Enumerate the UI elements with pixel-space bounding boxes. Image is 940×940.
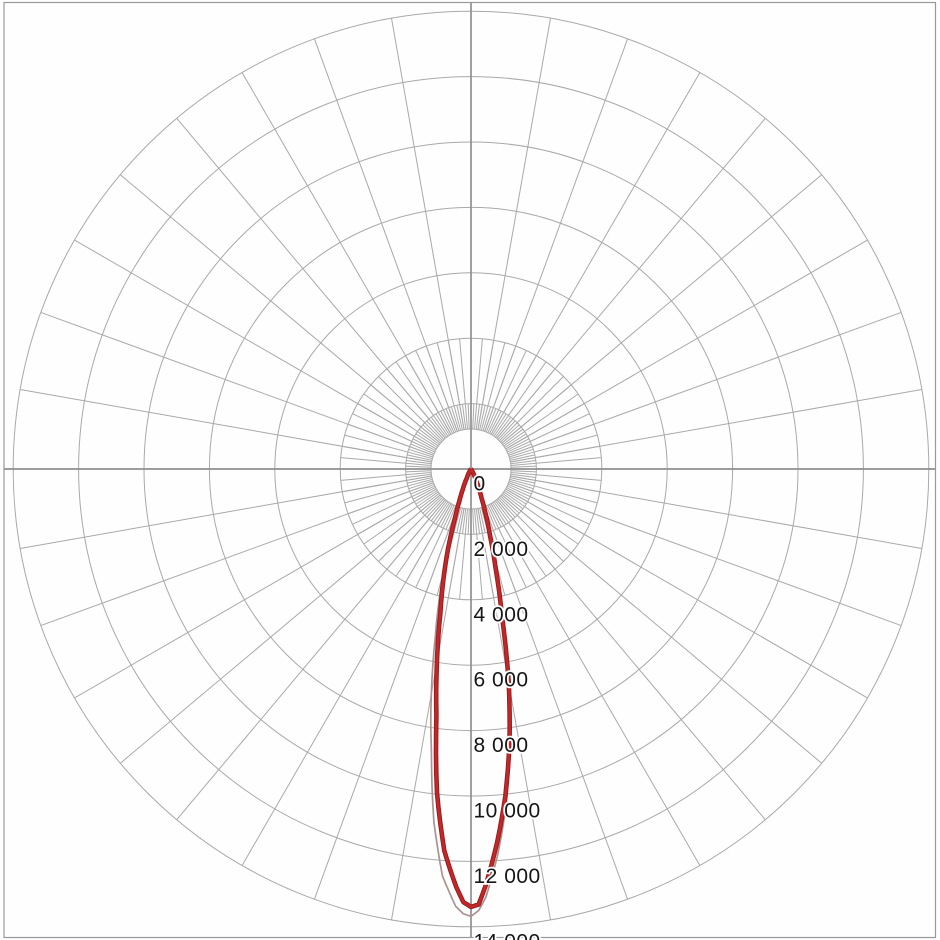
radial-scale-label-2000: 2 000 [474,538,529,561]
radial-scale-labels: 0 2 000 4 000 6 000 8 000 10 000 12 000 14 000 [472,471,542,940]
radial-scale-label-4000: 4 000 [474,603,529,626]
chart-border-frame [3,1,937,939]
radial-scale-label-14000: 14 000 [474,930,541,940]
radial-scale-label-12000: 12 000 [474,865,541,888]
radial-scale-label-6000: 6 000 [474,669,529,692]
intensity-curves [429,466,512,918]
radial-scale-label-10000: 10 000 [474,800,541,823]
radial-scale-label-0: 0 [474,473,486,496]
intensity-curve-primary [434,467,511,909]
radial-scale-label-8000: 8 000 [474,734,529,757]
